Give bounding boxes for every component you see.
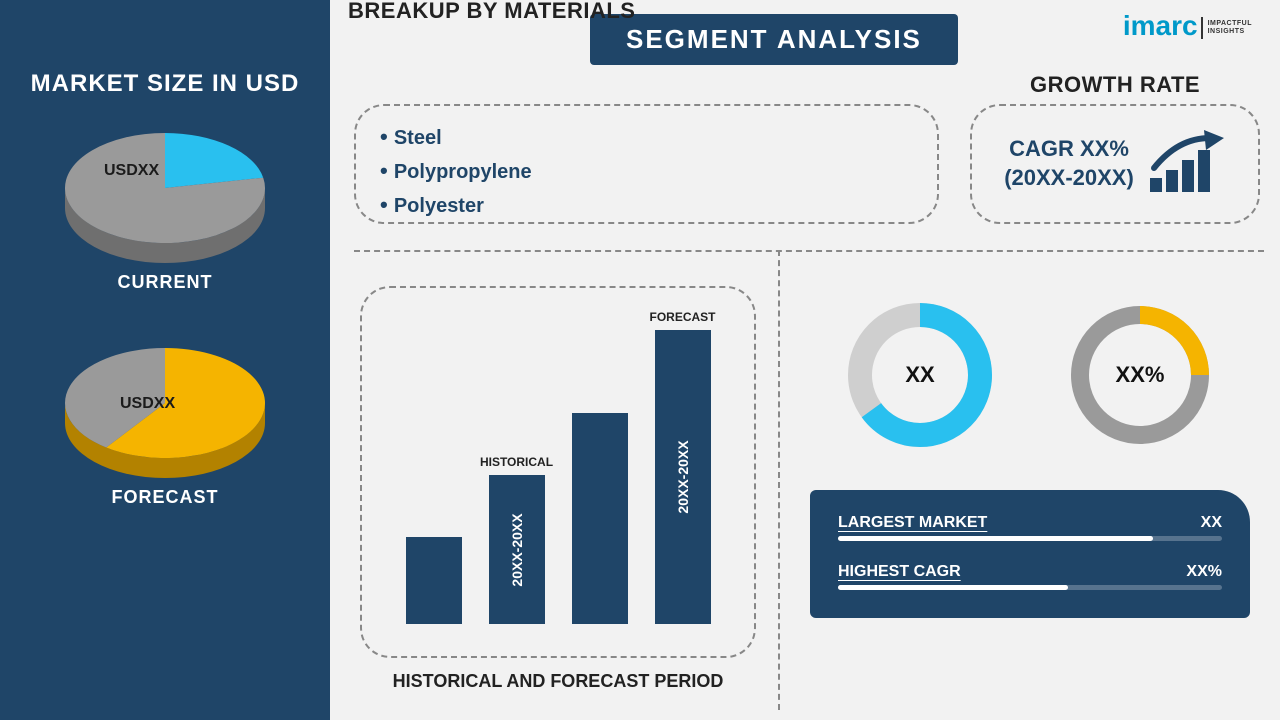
history-caption: HISTORICAL AND FORECAST PERIOD (362, 671, 754, 692)
metric-bar-fill (838, 536, 1153, 541)
sidebar-title: MARKET SIZE IN USD (0, 70, 330, 98)
pie-chart: USDXX (60, 128, 270, 258)
breakup-item: Steel (380, 120, 913, 154)
growth-box: CAGR XX% (20XX-20XX) (970, 104, 1260, 224)
metric-bar-fill (838, 585, 1068, 590)
donut-value: XX (845, 300, 995, 450)
breakup-box: SteelPolypropylenePolyester (354, 104, 939, 224)
growth-title: GROWTH RATE (1030, 72, 1200, 98)
chart-bar: HISTORICAL20XX-20XX (489, 475, 545, 624)
growth-text: CAGR XX% (20XX-20XX) (1004, 135, 1134, 192)
pie-caption: CURRENT (0, 272, 330, 293)
metric-label: LARGEST MARKET (838, 514, 987, 532)
metric-value: XX (1201, 514, 1222, 532)
pie-value-label: USDXX (120, 395, 175, 413)
pie-caption: FORECAST (0, 487, 330, 508)
metric-row: LARGEST MARKET XX (838, 514, 1222, 532)
metrics-panel: LARGEST MARKET XX HIGHEST CAGR XX% (810, 490, 1250, 618)
pie-chart: USDXX (60, 343, 270, 473)
donut-chart: XX% (1065, 300, 1215, 450)
logo-tag1: IMPACTFUL (1208, 20, 1252, 27)
breakup-title: BREAKUP BY MATERIALS (348, 0, 635, 24)
pie-value-label: USDXX (104, 162, 159, 180)
logo-tag2: INSIGHTS (1208, 28, 1245, 35)
breakup-list: SteelPolypropylenePolyester (380, 120, 913, 222)
chart-bar: FORECAST20XX-20XX (655, 330, 711, 625)
logo-text: imarc (1123, 10, 1198, 41)
metric-bar (838, 536, 1222, 541)
sidebar-panel: MARKET SIZE IN USD USDXX CURRENT USDXX FORE… (0, 0, 330, 720)
bar-side-label: 20XX-20XX (675, 440, 691, 513)
metric-label: HIGHEST CAGR (838, 563, 961, 581)
bar-chart: HISTORICAL20XX-20XXFORECAST20XX-20XX (392, 314, 724, 624)
chart-bar (406, 537, 462, 624)
bar-side-label: 20XX-20XX (509, 513, 525, 586)
metric-bar (838, 585, 1222, 590)
vertical-divider (778, 250, 780, 710)
growth-line2: (20XX-20XX) (1004, 164, 1134, 193)
growth-arrow-icon (1148, 128, 1226, 200)
donut-chart: XX (845, 300, 995, 450)
metric-value: XX% (1186, 563, 1222, 581)
main-panel: SEGMENT ANALYSIS imarcIMPACTFULINSIGHTS … (330, 0, 1280, 720)
horizontal-divider (354, 250, 1264, 252)
chart-bar (572, 413, 628, 624)
breakup-item: Polypropylene (380, 154, 913, 188)
bar-top-label: FORECAST (650, 310, 716, 324)
history-chart-box: HISTORICAL20XX-20XXFORECAST20XX-20XX HIS… (360, 286, 756, 658)
page-title: SEGMENT ANALYSIS (590, 14, 958, 65)
metric-row: HIGHEST CAGR XX% (838, 563, 1222, 581)
donut-value: XX% (1065, 300, 1215, 450)
growth-line1: CAGR XX% (1004, 135, 1134, 164)
breakup-item: Polyester (380, 188, 913, 222)
donut-row: XX XX% (810, 300, 1250, 450)
bar-top-label: HISTORICAL (480, 455, 553, 469)
brand-logo: imarc IMPACTFULINSIGHTS (1123, 10, 1252, 42)
